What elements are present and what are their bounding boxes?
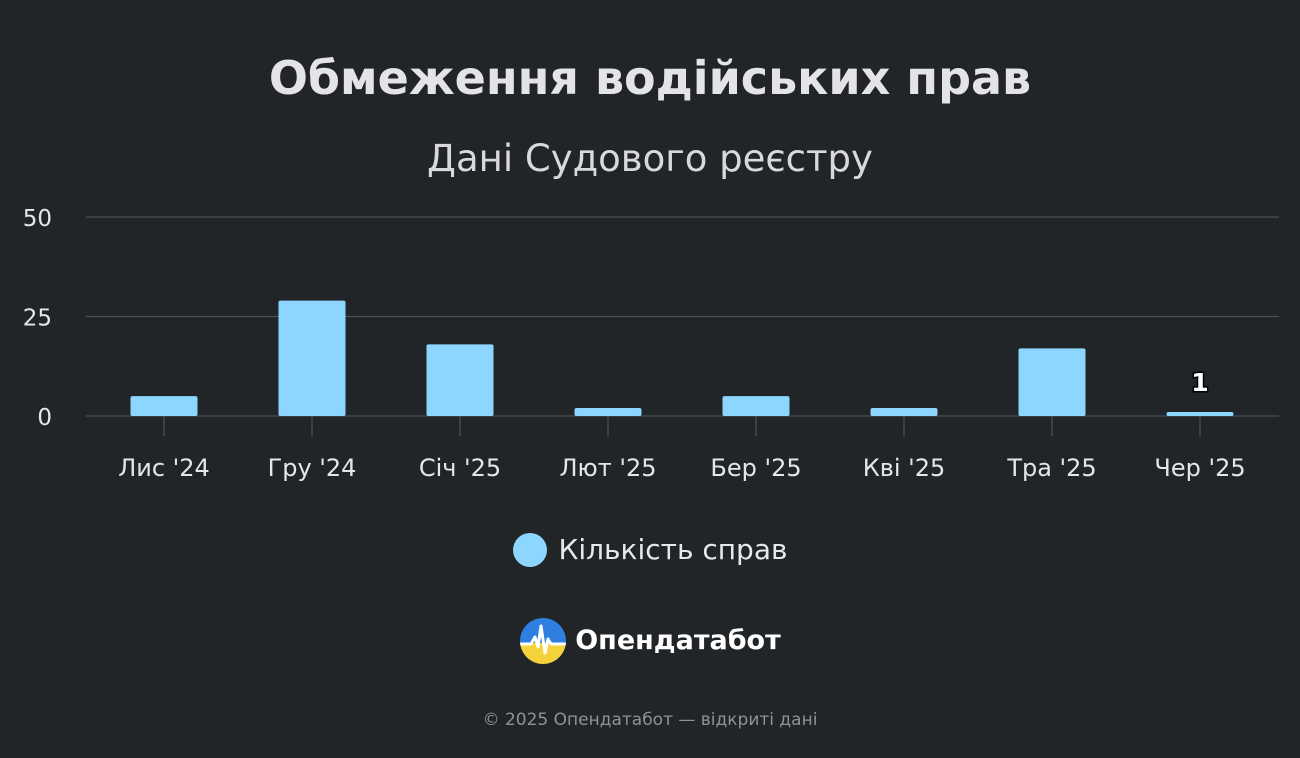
bar-chart: 0 25 50 Лис '24 Гру '24 Січ '25 Лют '25 Бер '2…	[23, 206, 1279, 482]
data-label: 1	[1191, 368, 1208, 397]
x-tick-label: Гру '24	[268, 454, 357, 482]
x-tick-label: Лют '25	[560, 454, 657, 482]
bar	[1018, 348, 1086, 416]
y-tick-label: 0	[37, 405, 52, 431]
x-tick-label: Кві '25	[863, 454, 946, 482]
bar	[722, 396, 790, 416]
bar	[130, 396, 198, 416]
bar	[426, 344, 494, 416]
legend-marker-icon	[512, 533, 547, 567]
x-tick-label: Лис '24	[118, 454, 210, 482]
legend-label: Кількість справ	[558, 533, 788, 566]
legend[interactable]: Кількість справ	[0, 530, 1300, 570]
data-labels: 1	[1190, 367, 1210, 399]
opendatabot-logo-icon	[520, 618, 567, 664]
brand: Опендатабот	[0, 617, 1300, 665]
bars	[130, 300, 1234, 416]
footer-copyright: © 2025 Опендатабот — відкриті дані	[482, 710, 818, 730]
chart-subtitle: Дані Судового реєстру	[427, 137, 873, 180]
x-axis-ticks: Лис '24 Гру '24 Січ '25 Лют '25 Бер '25 Кві '…	[118, 416, 1246, 482]
y-tick-label: 50	[23, 206, 52, 232]
x-tick-label: Січ '25	[419, 454, 501, 482]
bar	[870, 408, 938, 416]
bar	[574, 408, 642, 416]
x-tick-label: Чер '25	[1154, 454, 1245, 482]
y-tick-label: 25	[23, 306, 52, 332]
x-tick-label: Бер '25	[710, 454, 801, 482]
brand-name: Опендатабот	[575, 625, 781, 656]
x-tick-label: Тра '25	[1006, 454, 1096, 482]
y-axis-ticks: 0 25 50	[23, 206, 52, 431]
bar	[278, 300, 346, 416]
bar	[1166, 412, 1234, 416]
chart-title: Обмеження водійських прав	[268, 51, 1032, 105]
grid-lines	[86, 216, 1279, 417]
